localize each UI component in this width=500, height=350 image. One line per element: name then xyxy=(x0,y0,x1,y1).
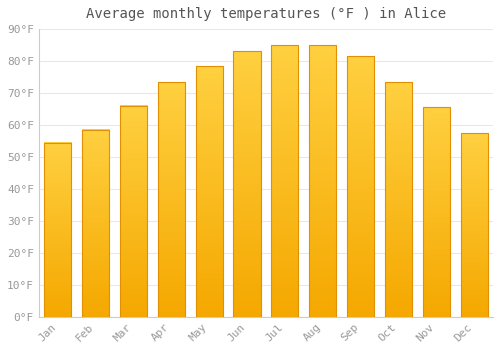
Bar xyxy=(460,133,488,317)
Bar xyxy=(82,130,109,317)
Bar xyxy=(347,56,374,317)
Bar xyxy=(234,51,260,317)
Bar xyxy=(196,66,223,317)
Bar xyxy=(422,107,450,317)
Bar xyxy=(158,82,185,317)
Title: Average monthly temperatures (°F ) in Alice: Average monthly temperatures (°F ) in Al… xyxy=(86,7,446,21)
Bar xyxy=(385,82,412,317)
Bar xyxy=(44,142,72,317)
Bar xyxy=(120,106,147,317)
Bar xyxy=(271,45,298,317)
Bar xyxy=(309,45,336,317)
